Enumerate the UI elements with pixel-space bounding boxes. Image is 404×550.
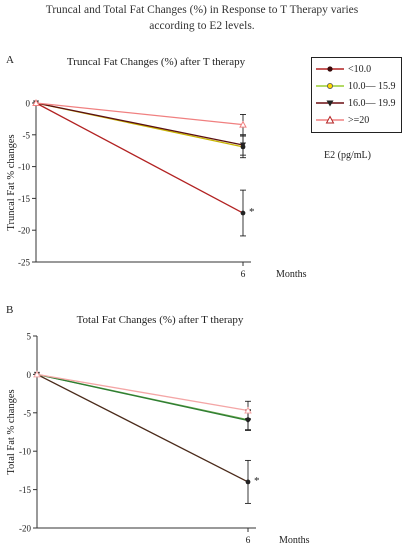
y-tick-label: -15 <box>18 194 30 204</box>
series-3-line <box>35 102 244 146</box>
y-tick-label: 5 <box>27 332 32 342</box>
y-tick-label: -25 <box>18 258 30 268</box>
series-1-point <box>245 479 251 485</box>
y-axis-label: Total Fat % changes <box>6 389 17 474</box>
legend-label: 16.0— 19.9 <box>348 97 396 109</box>
page-title-line2: according to E2 levels. <box>149 20 255 32</box>
significance-marker: * <box>254 475 260 487</box>
y-tick-label: -10 <box>19 447 31 457</box>
y-tick-label: -15 <box>19 485 31 495</box>
significance-marker: * <box>249 206 255 218</box>
series-1-point <box>240 210 246 216</box>
legend-item-10-15: 10.0— 15.9 <box>316 79 396 93</box>
legend-item-gte20: >=20 <box>316 113 369 127</box>
legend-unit: E2 (pg/mL) <box>324 150 371 161</box>
legend-item-16-19: 16.0— 19.9 <box>316 96 396 110</box>
series-3-line <box>36 373 249 422</box>
y-axis-label: Truncal Fat % changes <box>6 134 17 230</box>
legend-label: >=20 <box>348 114 370 126</box>
chart-title: Total Fat Changes (%) after T therapy <box>77 314 244 326</box>
y-tick-label: 0 <box>27 370 32 380</box>
y-tick-label: -5 <box>23 130 31 140</box>
x-axis-label: Months <box>279 535 310 546</box>
panel-a-label: A <box>6 54 14 66</box>
total-fat-chart: Total Fat Changes (%) after T therapy 5 0 -… <box>6 314 310 546</box>
legend-item-lt10: <10.0 <box>316 62 371 76</box>
series-4-point <box>33 370 41 378</box>
series-4-point <box>32 98 40 106</box>
chart-title: Truncal Fat Changes (%) after T therapy <box>67 56 246 68</box>
truncal-fat-chart: Truncal Fat Changes (%) after T therapy 0… <box>6 56 307 280</box>
page-title-line1: Truncal and Total Fat Changes (%) in Res… <box>45 4 359 16</box>
legend-label: <10.0 <box>348 63 372 75</box>
y-tick-label: 0 <box>26 99 31 109</box>
series-4-line <box>36 373 249 412</box>
series-4-line <box>35 102 244 126</box>
legend-label: 10.0— 15.9 <box>348 80 396 92</box>
panel-b-label: B <box>6 304 14 316</box>
series-1-line <box>36 373 249 483</box>
x-axis-label: Months <box>276 269 307 280</box>
legend-swatch <box>316 83 344 89</box>
legend-swatch <box>316 100 344 107</box>
page-title: Truncal and Total Fat Changes (%) in Res… <box>0 2 404 34</box>
legend-swatch <box>316 115 344 124</box>
series-4-point <box>244 406 252 414</box>
x-tick-label: 6 <box>241 270 246 280</box>
series-3-point <box>240 142 246 148</box>
series-4-point <box>239 120 247 128</box>
legend-swatch <box>316 66 344 72</box>
series-1-line <box>35 102 244 214</box>
y-tick-label: -5 <box>24 408 32 418</box>
y-tick-label: -20 <box>19 524 31 534</box>
legend: <10.0 10.0— 15.9 16.0— 19.9 >=20 <box>311 57 402 133</box>
x-tick-label: 6 <box>246 536 251 546</box>
y-tick-label: -10 <box>18 162 30 172</box>
y-tick-label: -20 <box>18 226 30 236</box>
